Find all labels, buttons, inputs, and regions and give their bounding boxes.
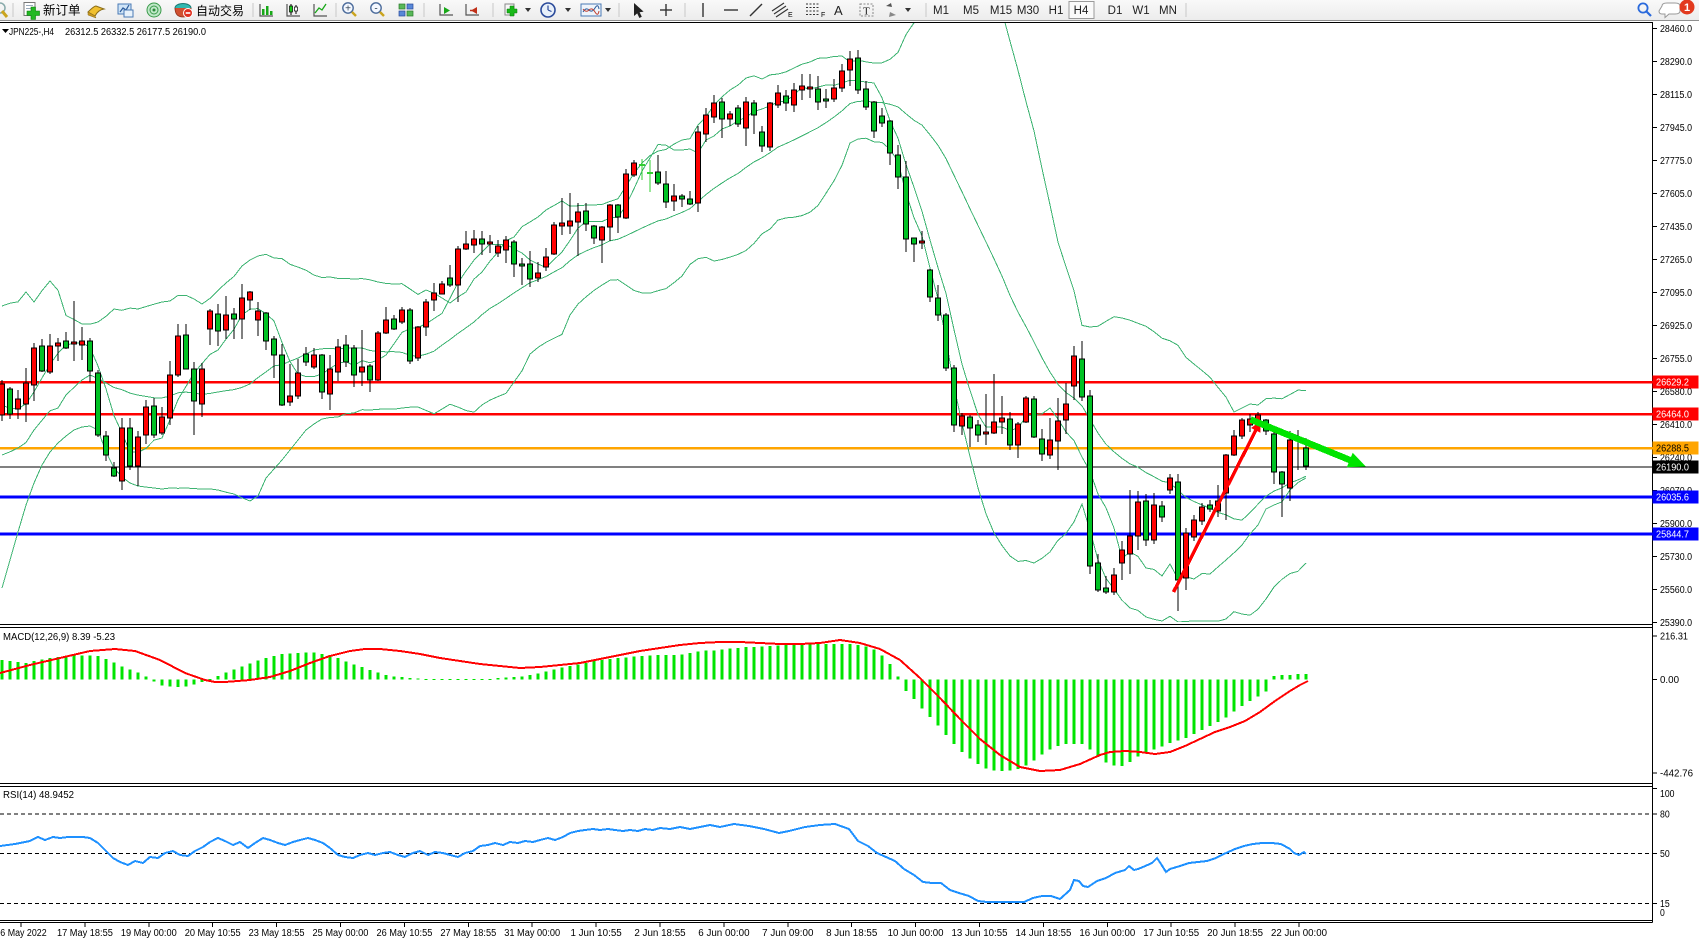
svg-text:-: - [374, 4, 377, 15]
svg-text:27605.0: 27605.0 [1660, 189, 1692, 200]
svg-text:16 May 2022: 16 May 2022 [0, 928, 47, 939]
svg-text:MACD(12,26,9) 8.39 -5.23: MACD(12,26,9) 8.39 -5.23 [3, 632, 115, 643]
svg-text:27095.0: 27095.0 [1660, 288, 1692, 299]
svg-text:0.00: 0.00 [1660, 675, 1679, 686]
svg-text:25560.0: 25560.0 [1660, 585, 1692, 596]
svg-text:1: 1 [1684, 2, 1690, 14]
svg-text:RSI(14) 48.9452: RSI(14) 48.9452 [3, 790, 74, 801]
svg-text:-442.76: -442.76 [1660, 768, 1693, 779]
svg-text:F: F [821, 12, 825, 19]
svg-text:28290.0: 28290.0 [1660, 57, 1692, 68]
svg-text:216.31: 216.31 [1660, 632, 1688, 643]
svg-text:2 Jun 18:55: 2 Jun 18:55 [634, 928, 686, 939]
svg-text:23 May 18:55: 23 May 18:55 [249, 928, 305, 939]
svg-text:27775.0: 27775.0 [1660, 156, 1692, 167]
svg-text:25900.0: 25900.0 [1660, 519, 1692, 530]
svg-text:26312.5 26332.5 26177.5 26190.: 26312.5 26332.5 26177.5 26190.0 [65, 27, 206, 38]
svg-text:16 Jun 00:00: 16 Jun 00:00 [1079, 928, 1135, 939]
svg-text:H1: H1 [1049, 5, 1064, 17]
svg-text:13 Jun 10:55: 13 Jun 10:55 [952, 928, 1008, 939]
svg-text:22 Jun 00:00: 22 Jun 00:00 [1271, 928, 1327, 939]
svg-text:M1: M1 [933, 5, 949, 17]
svg-text:100: 100 [1660, 789, 1675, 800]
svg-text:25390.0: 25390.0 [1660, 618, 1692, 629]
svg-text:+: + [345, 4, 351, 15]
svg-text:17 Jun 10:55: 17 Jun 10:55 [1143, 928, 1199, 939]
svg-text:50: 50 [1660, 849, 1670, 860]
svg-text:26288.5: 26288.5 [1656, 444, 1689, 455]
svg-text:MN: MN [1159, 5, 1177, 17]
svg-text:19 May 00:00: 19 May 00:00 [121, 928, 177, 939]
svg-text:20 Jun 18:55: 20 Jun 18:55 [1207, 928, 1263, 939]
svg-text:M30: M30 [1017, 5, 1039, 17]
svg-text:D1: D1 [1108, 5, 1123, 17]
svg-text:M15: M15 [990, 5, 1012, 17]
svg-text:7 Jun 09:00: 7 Jun 09:00 [762, 928, 814, 939]
svg-text:10 Jun 00:00: 10 Jun 00:00 [888, 928, 944, 939]
svg-text:M5: M5 [963, 5, 979, 17]
svg-text:E: E [788, 12, 793, 19]
svg-text:27265.0: 27265.0 [1660, 255, 1692, 266]
svg-text:26925.0: 26925.0 [1660, 321, 1692, 332]
svg-text:27435.0: 27435.0 [1660, 222, 1692, 233]
svg-text:A: A [834, 3, 843, 18]
svg-text:25730.0: 25730.0 [1660, 552, 1692, 563]
svg-text:31 May 00:00: 31 May 00:00 [504, 928, 560, 939]
svg-text:26240.0: 26240.0 [1660, 453, 1692, 464]
svg-text:新订单: 新订单 [43, 3, 81, 18]
svg-text:26 May 10:55: 26 May 10:55 [376, 928, 432, 939]
svg-text:26035.6: 26035.6 [1656, 492, 1689, 503]
svg-text:T: T [863, 6, 870, 18]
svg-text:27945.0: 27945.0 [1660, 123, 1692, 134]
svg-text:H4: H4 [1074, 5, 1089, 17]
svg-text:26410.0: 26410.0 [1660, 420, 1692, 431]
svg-text:25844.7: 25844.7 [1656, 529, 1689, 540]
svg-text:26190.0: 26190.0 [1656, 463, 1689, 474]
svg-text:26464.0: 26464.0 [1656, 410, 1689, 421]
svg-text:17 May 18:55: 17 May 18:55 [57, 928, 113, 939]
svg-text:25 May 00:00: 25 May 00:00 [313, 928, 369, 939]
svg-text:27 May 18:55: 27 May 18:55 [440, 928, 496, 939]
svg-text:自动交易: 自动交易 [196, 3, 244, 18]
svg-text:1 Jun 10:55: 1 Jun 10:55 [570, 928, 622, 939]
svg-text:28460.0: 28460.0 [1660, 24, 1692, 35]
svg-text:15: 15 [1660, 899, 1670, 910]
svg-text:JPN225-,H4: JPN225-,H4 [9, 27, 54, 38]
svg-text:14 Jun 18:55: 14 Jun 18:55 [1015, 928, 1071, 939]
svg-text:8 Jun 18:55: 8 Jun 18:55 [826, 928, 878, 939]
svg-text:6 Jun 00:00: 6 Jun 00:00 [698, 928, 750, 939]
svg-text:26629.2: 26629.2 [1656, 378, 1689, 389]
svg-text:26755.0: 26755.0 [1660, 354, 1692, 365]
svg-text:28115.0: 28115.0 [1660, 90, 1692, 101]
svg-text:26580.0: 26580.0 [1660, 387, 1692, 398]
svg-text:20 May 10:55: 20 May 10:55 [185, 928, 241, 939]
svg-text:0: 0 [1660, 908, 1665, 919]
svg-text:80: 80 [1660, 810, 1670, 821]
svg-text:W1: W1 [1132, 5, 1149, 17]
